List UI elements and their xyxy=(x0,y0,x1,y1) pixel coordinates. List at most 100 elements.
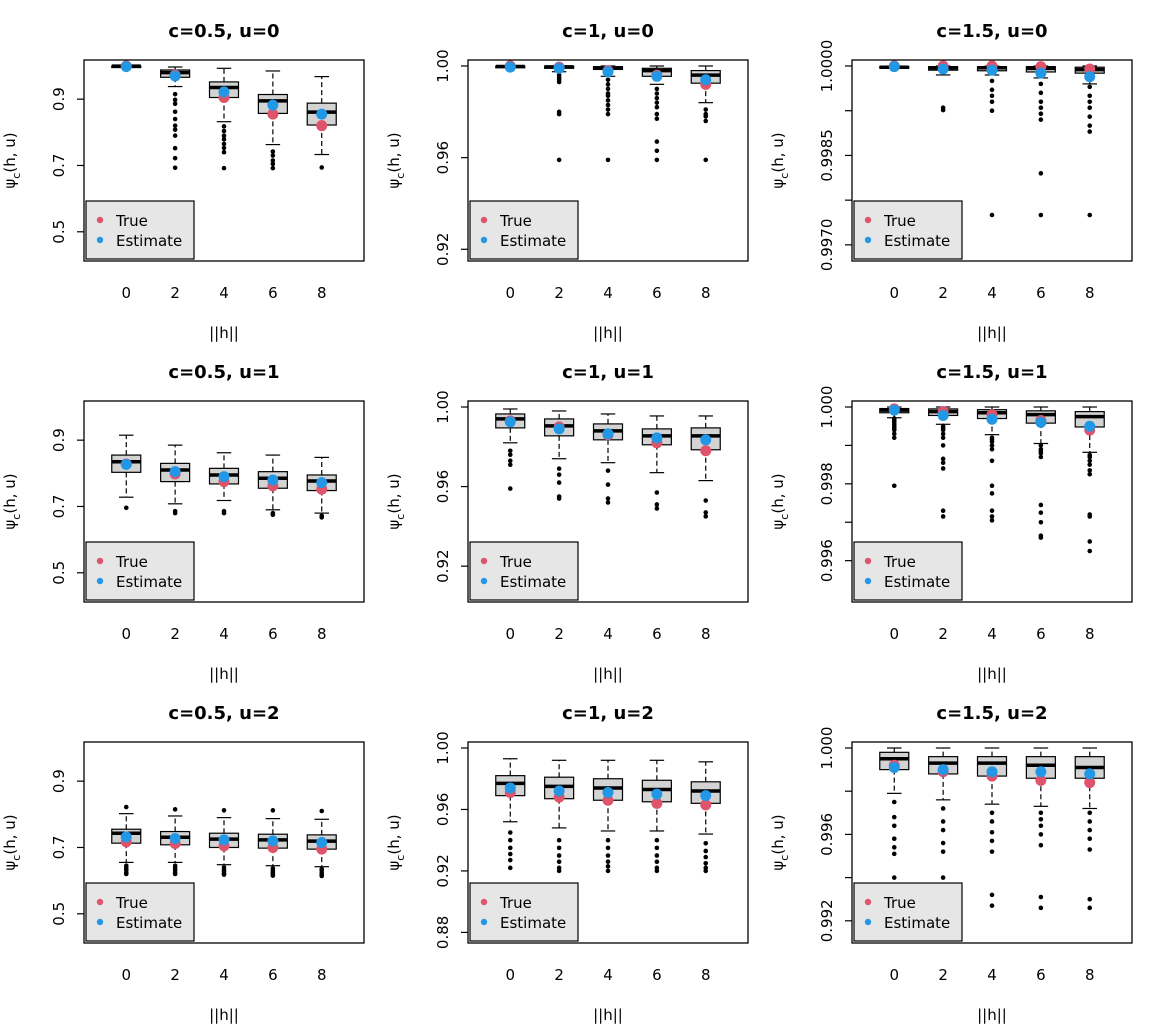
outlier-point xyxy=(1087,212,1093,218)
legend-box xyxy=(853,541,963,601)
outlier-point xyxy=(556,480,562,485)
panel-2: c=1, u=0 0.92 0.96 1.00 0 2 4 6 8 ||h|| ψc(h, u) Tr… xyxy=(385,21,749,342)
outlier-point xyxy=(703,157,709,163)
true-point xyxy=(1084,777,1096,789)
estimate-point xyxy=(700,74,712,86)
outlier-point xyxy=(221,133,227,138)
outlier-point xyxy=(556,837,562,843)
outlier-point xyxy=(507,448,513,454)
outlier-point xyxy=(940,514,946,519)
outlier-point xyxy=(556,859,562,865)
y-label-sub: c xyxy=(394,514,407,520)
x-tick-label: 4 xyxy=(219,966,229,984)
outlier-point xyxy=(989,78,995,84)
y-label-sub: c xyxy=(10,173,23,179)
y-label-sub: c xyxy=(778,855,791,861)
outlier-point xyxy=(654,859,660,865)
outlier-point xyxy=(605,864,611,869)
outlier-point xyxy=(989,892,995,898)
outlier-point xyxy=(1038,894,1044,900)
legend-true-label: True xyxy=(115,553,148,571)
y-tick-label: 0.9970 xyxy=(818,219,836,272)
legend-box xyxy=(85,882,195,942)
legend-true-label: True xyxy=(499,212,532,230)
outlier-point xyxy=(989,838,995,844)
outlier-point xyxy=(654,100,660,105)
y-label-args: (h, u) xyxy=(1,473,19,513)
outlier-point xyxy=(1038,454,1044,460)
outlier-point xyxy=(1087,896,1093,902)
estimate-point xyxy=(651,788,663,800)
estimate-point xyxy=(120,458,132,470)
x-tick-label: 2 xyxy=(170,284,180,302)
plot-frame xyxy=(851,741,1133,944)
estimate-point xyxy=(267,835,279,847)
outlier-point xyxy=(940,819,946,824)
outlier-point xyxy=(891,483,897,489)
estimate-point xyxy=(1035,416,1047,428)
x-axis-label: ||h|| xyxy=(593,665,623,683)
outlier-point xyxy=(891,851,897,857)
outlier-point xyxy=(507,452,513,458)
box-0 xyxy=(495,758,526,871)
x-tick-label: 0 xyxy=(889,966,899,984)
y-axis-label: ψc(h, u) xyxy=(1,814,23,870)
estimate-point xyxy=(553,785,565,797)
outlier-point xyxy=(703,848,709,854)
legend-estimate-marker xyxy=(96,236,104,244)
x-tick-label: 4 xyxy=(603,284,613,302)
outlier-point xyxy=(605,82,611,87)
y-axis-label: ψc(h, u) xyxy=(1,132,23,188)
outlier-point xyxy=(1038,171,1044,176)
panel-title: c=1, u=2 xyxy=(562,703,654,724)
x-tick-label: 2 xyxy=(938,625,948,643)
outlier-point xyxy=(172,109,178,115)
outlier-point xyxy=(703,514,709,519)
outlier-point xyxy=(1038,519,1044,525)
box-6 xyxy=(1025,406,1056,540)
outlier-point xyxy=(891,823,897,829)
outlier-point xyxy=(703,860,709,866)
x-axis-label: ||h|| xyxy=(977,324,1007,342)
outlier-point xyxy=(270,158,276,163)
outlier-point xyxy=(940,875,946,880)
outlier-point xyxy=(319,515,325,520)
legend-estimate-label: Estimate xyxy=(884,573,950,591)
outlier-point xyxy=(605,93,611,99)
legend-true-marker xyxy=(864,557,872,565)
box-4 xyxy=(592,759,624,874)
y-label-sub: c xyxy=(394,855,407,861)
x-tick-label: 6 xyxy=(652,284,662,302)
outlier-point xyxy=(172,133,178,138)
outlier-point xyxy=(654,148,660,154)
box-2 xyxy=(160,66,191,171)
outlier-point xyxy=(556,472,562,477)
estimate-point xyxy=(1084,768,1096,780)
y-tick-label: 1.000 xyxy=(818,727,836,770)
outlier-point xyxy=(319,873,325,879)
outlier-point xyxy=(703,854,709,860)
outlier-point xyxy=(221,124,227,129)
panel-4: c=0.5, u=1 0.5 0.7 0.9 0 2 4 6 8 ||h|| ψc(h, u) Tru… xyxy=(1,362,365,683)
x-tick-label: 6 xyxy=(1036,625,1046,643)
outlier-point xyxy=(1087,847,1093,852)
y-tick-label: 0.998 xyxy=(818,462,836,505)
panel-9: c=1.5, u=2 0.992 0.996 1.000 0 2 4 6 8 ||h|| ψc(h,… xyxy=(769,703,1133,1024)
outlier-point xyxy=(1038,535,1044,540)
outlier-point xyxy=(1038,832,1044,837)
estimate-point xyxy=(986,413,998,425)
y-label-args: (h, u) xyxy=(769,473,787,513)
outlier-point xyxy=(1038,823,1044,829)
x-tick-label: 0 xyxy=(121,966,131,984)
outlier-point xyxy=(556,868,562,874)
outlier-point xyxy=(319,165,325,170)
outlier-point xyxy=(891,799,897,805)
legend-estimate-label: Estimate xyxy=(500,232,566,250)
outlier-point xyxy=(507,857,513,863)
outlier-point xyxy=(940,427,946,433)
outlier-point xyxy=(1087,468,1093,473)
outlier-point xyxy=(989,446,995,452)
outlier-point xyxy=(270,149,276,154)
outlier-point xyxy=(172,91,178,97)
legend-estimate-label: Estimate xyxy=(500,914,566,932)
